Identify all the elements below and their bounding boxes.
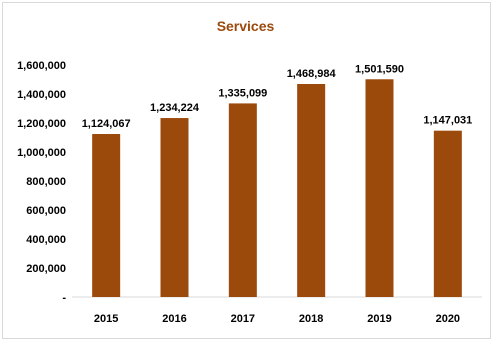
bar-value-label: 1,124,067 bbox=[82, 118, 131, 130]
y-tick-label: 1,200,000 bbox=[17, 118, 66, 130]
bar bbox=[228, 103, 257, 297]
y-tick-label: 400,000 bbox=[26, 234, 66, 246]
y-tick-label: 1,000,000 bbox=[17, 147, 66, 159]
bar bbox=[92, 134, 121, 297]
bar bbox=[160, 118, 189, 297]
chart-title: Services bbox=[216, 18, 275, 34]
x-tick-label: 2019 bbox=[367, 313, 391, 325]
x-tick-label: 2018 bbox=[299, 313, 323, 325]
bar-value-label: 1,335,099 bbox=[218, 87, 267, 99]
x-tick-label: 2020 bbox=[436, 313, 460, 325]
bar bbox=[433, 130, 462, 297]
bar-value-label: 1,501,590 bbox=[355, 63, 404, 75]
x-tick-label: 2017 bbox=[231, 313, 255, 325]
bar-value-label: 1,468,984 bbox=[287, 68, 337, 80]
y-tick-label: 1,400,000 bbox=[17, 89, 66, 101]
y-tick-label: 800,000 bbox=[26, 176, 66, 188]
bar-value-label: 1,234,224 bbox=[150, 102, 200, 114]
x-tick-label: 2015 bbox=[94, 313, 118, 325]
y-tick-label: 1,600,000 bbox=[17, 60, 66, 72]
bar-value-label: 1,147,031 bbox=[423, 115, 472, 127]
bar bbox=[365, 79, 394, 298]
y-tick-label: 200,000 bbox=[26, 263, 66, 275]
bar bbox=[297, 83, 326, 298]
x-tick-label: 2016 bbox=[162, 313, 186, 325]
y-tick-label: - bbox=[62, 292, 66, 304]
y-tick-label: 600,000 bbox=[26, 205, 66, 217]
